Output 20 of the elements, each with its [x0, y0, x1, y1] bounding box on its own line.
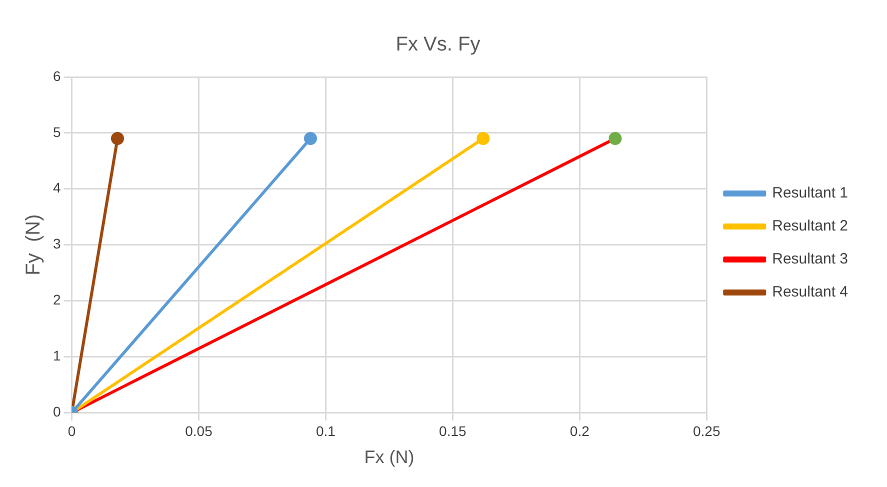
y-tick-label: 2 [52, 292, 61, 308]
y-tick-label: 4 [52, 180, 61, 196]
legend-label: Resultant 4 [772, 284, 848, 301]
legend-label: Resultant 2 [772, 218, 848, 235]
chart-title: Fx Vs. Fy [396, 34, 480, 56]
x-tick-label: 0.25 [692, 422, 720, 439]
y-tick-label: 1 [52, 348, 61, 364]
x-tick-label: 0.05 [185, 422, 213, 439]
y-axis-title: Fy (N) [22, 214, 45, 276]
y-tick-label: 6 [52, 68, 61, 84]
x-tick-label: 0.1 [316, 422, 336, 439]
legend-label: Resultant 1 [772, 184, 848, 202]
x-tick-label: 0.15 [439, 422, 467, 439]
legend-label: Resultant 3 [772, 250, 848, 268]
y-tick-label: 3 [52, 236, 61, 252]
y-tick-label: 0 [52, 403, 61, 420]
y-tick-label: 5 [52, 124, 61, 140]
x-axis-title: Fx (N) [364, 447, 414, 468]
x-tick-label: 0 [68, 422, 76, 439]
x-tick-label: 0.2 [570, 422, 590, 439]
